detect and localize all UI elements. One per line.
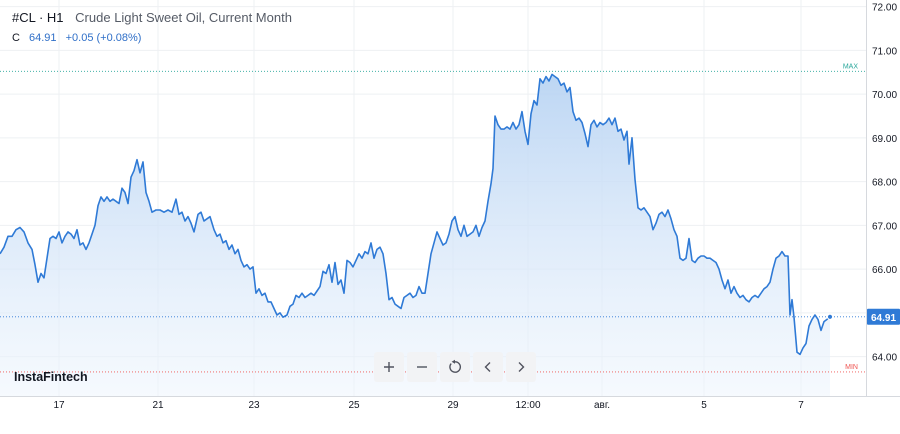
x-tick-label: 5 — [701, 400, 707, 411]
last-price-badge — [867, 308, 900, 325]
price-change: +0.05 (+0.08%) — [65, 32, 142, 44]
price-line-layer — [0, 73, 834, 356]
close-price: 64.91 — [29, 32, 57, 44]
chevron-right-icon — [518, 362, 525, 372]
scroll-left-button[interactable] — [473, 352, 503, 382]
x-tick-label: 25 — [348, 400, 360, 411]
plus-icon — [384, 362, 394, 372]
x-tick-label: 29 — [447, 400, 459, 411]
x-tick-label: 7 — [798, 400, 804, 411]
refresh-icon — [449, 359, 461, 373]
reset-chart-button[interactable] — [440, 352, 470, 382]
x-tick-label: 12:00 — [515, 400, 540, 411]
x-tick-label: авг. — [594, 400, 610, 411]
price-line — [0, 73, 831, 356]
scroll-right-button[interactable] — [506, 352, 536, 382]
last-point-marker — [826, 313, 834, 320]
chevron-left-icon — [484, 362, 491, 372]
instrument-description: Crude Light Sweet Oil, Current Month — [75, 10, 292, 25]
zoom-in-button[interactable] — [374, 352, 404, 382]
y-tick-label: 68.00 — [872, 178, 897, 189]
y-tick-label: 67.00 — [872, 221, 897, 232]
y-tick-label: 71.00 — [872, 46, 897, 57]
chart-toolbar — [374, 352, 536, 382]
minus-icon — [417, 366, 427, 368]
y-tick-label: 70.00 — [872, 90, 897, 101]
zoom-out-button[interactable] — [407, 352, 437, 382]
y-tick-label: 69.00 — [872, 134, 897, 145]
area-fill-layer — [0, 74, 830, 397]
min-label: MIN — [845, 364, 858, 371]
close-label: C — [12, 32, 20, 44]
y-tick-label: 64.00 — [872, 353, 897, 364]
y-tick-label: 66.00 — [872, 265, 897, 276]
y-tick-label: 72.00 — [872, 3, 897, 14]
axes — [0, 0, 900, 397]
axis-labels: 64.0065.0066.0067.0068.0069.0070.0071.00… — [53, 3, 900, 411]
x-tick-label: 21 — [152, 400, 164, 411]
x-tick-label: 23 — [248, 400, 260, 411]
last-price-badge-label: 64.91 — [871, 313, 896, 324]
price-area-fill — [0, 74, 830, 397]
max-label: MAX — [843, 63, 859, 70]
instafintech-logo: InstaFintech — [14, 370, 88, 384]
x-tick-label: 17 — [53, 400, 65, 411]
symbol-label: #CL · H1 — [12, 10, 64, 25]
chart-legend: #CL · H1 Crude Light Sweet Oil, Current … — [12, 10, 292, 44]
